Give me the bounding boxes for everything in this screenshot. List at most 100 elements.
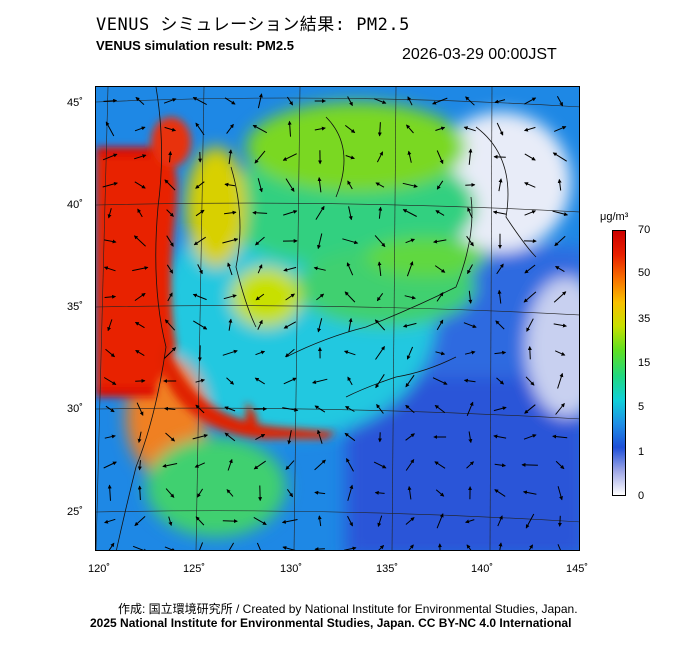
wind-arrow [465, 519, 475, 524]
wind-arrow [283, 321, 297, 329]
wind-arrow [498, 542, 503, 550]
colorbar-tick-15: 15 [638, 357, 651, 369]
wind-arrow [436, 319, 444, 331]
wind-arrow [228, 149, 233, 165]
wind-arrow [165, 488, 175, 498]
wind-arrow [317, 233, 323, 250]
wind-arrow [133, 235, 146, 247]
wind-arrow [104, 518, 116, 524]
wind-arrow [495, 320, 505, 330]
lon-label-135: 135˚ [376, 563, 399, 575]
colorbar-tick-0: 0 [638, 490, 645, 502]
map-frame [95, 86, 580, 551]
wind-arrow [256, 542, 261, 550]
wind-arrow [523, 126, 536, 132]
wind-arrow [134, 154, 147, 160]
lat-label-25: 25˚ [67, 506, 83, 518]
wind-arrow [226, 123, 234, 134]
wind-arrow [254, 236, 265, 246]
wind-arrow [494, 489, 506, 497]
wind-arrow [524, 182, 536, 188]
wind-arrow [105, 121, 115, 137]
wind-arrow [283, 377, 297, 385]
wind-arrow [257, 93, 263, 109]
wind-arrow [377, 122, 382, 137]
wind-arrow [553, 323, 567, 328]
wind-arrow [137, 431, 142, 443]
wind-arrow [463, 126, 476, 132]
wind-arrow [378, 206, 383, 219]
wind-arrow [287, 430, 292, 445]
wind-arrow [227, 262, 233, 276]
wind-arrow [224, 97, 236, 105]
wind-arrow [405, 404, 415, 414]
wind-arrow [317, 515, 322, 527]
wind-arrow [377, 515, 383, 528]
wind-arrow [528, 544, 534, 550]
wind-arrow [228, 542, 235, 550]
wind-arrow [166, 264, 174, 274]
wind-arrow [493, 406, 507, 412]
wind-arrow [347, 96, 353, 107]
wind-arrow [375, 345, 385, 360]
wind-arrow [164, 126, 177, 132]
wind-arrow [255, 350, 266, 356]
concentration-field [126, 102, 579, 550]
wind-arrow [557, 515, 562, 527]
wind-arrow [285, 178, 295, 192]
wind-arrow [374, 98, 387, 104]
wind-arrow [407, 150, 412, 163]
wind-arrow [255, 433, 266, 441]
wind-arrow [313, 266, 326, 271]
wind-arrow [285, 348, 295, 358]
colorbar-tick-50: 50 [638, 267, 651, 279]
wind-arrow [167, 292, 173, 302]
wind-arrow [374, 319, 386, 331]
wind-arrow [282, 153, 297, 161]
wind-arrow [375, 182, 385, 188]
wind-arrow [282, 407, 299, 412]
wind-arrow [466, 401, 474, 416]
lat-label-30: 30˚ [67, 403, 83, 415]
wind-arrow [344, 546, 357, 550]
wind-arrow [105, 405, 115, 413]
wind-arrow [436, 150, 444, 165]
wind-arrow [134, 181, 146, 189]
wind-arrow [136, 402, 144, 416]
colorbar-tick-1: 1 [638, 446, 645, 458]
wind-arrow [347, 180, 353, 190]
wind-arrow [523, 291, 537, 303]
wind-arrow [434, 404, 446, 414]
wind-arrow [466, 544, 472, 550]
wind-arrow [164, 319, 176, 331]
wind-arrow [107, 484, 112, 501]
timestamp: 2026-03-29 00:00JST [402, 46, 557, 63]
wind-arrow [346, 262, 354, 276]
wind-arrow [166, 209, 174, 217]
wind-arrow [195, 516, 205, 526]
wind-arrow [168, 516, 173, 527]
wind-arrow [283, 209, 298, 216]
wind-arrow [192, 293, 207, 301]
wind-arrow [377, 261, 382, 277]
wind-arrow [344, 291, 356, 303]
wind-arrow [105, 348, 116, 358]
wind-arrow [343, 350, 356, 356]
wind-arrow [436, 180, 444, 190]
wind-arrow [468, 148, 473, 165]
pm25-map [96, 87, 579, 550]
wind-arrow [557, 486, 563, 501]
wind-arrow [104, 239, 117, 244]
wind-arrow [434, 461, 446, 469]
wind-arrow [165, 432, 175, 442]
wind-arrow [255, 293, 265, 301]
wind-arrow [195, 378, 206, 383]
wind-arrow [195, 209, 205, 217]
wind-arrow [222, 349, 238, 356]
wind-arrow [467, 207, 473, 219]
wind-arrow [435, 351, 446, 356]
lon-label-145: 145˚ [566, 563, 589, 575]
wind-arrow [554, 350, 566, 356]
wind-arrow [134, 516, 146, 527]
wind-arrow [226, 377, 234, 385]
